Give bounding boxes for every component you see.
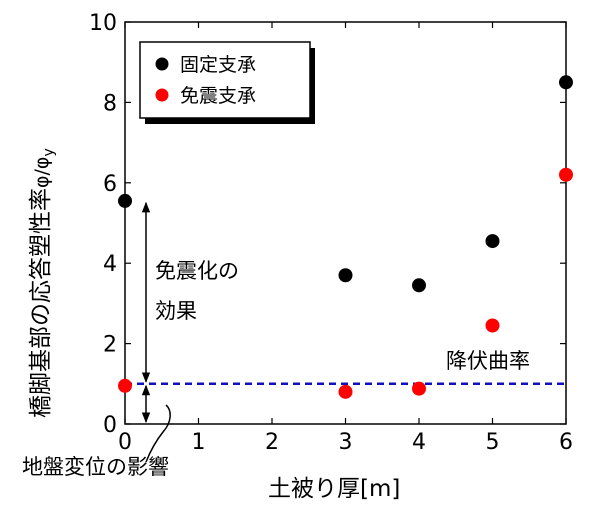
plot-area: 0 1 2 3 4 5 6 0 2 4 6 8 10 <box>89 11 573 455</box>
y-axis-label-main: 橋脚基部の応答塑性率 <box>28 188 54 418</box>
legend-marker-isolated <box>155 88 169 102</box>
legend-label-fixed: 固定支承 <box>180 54 256 76</box>
y-tick-label-2: 2 <box>103 333 117 358</box>
isolation-effect-label-line2: 効果 <box>155 299 197 323</box>
point-series1-x6 <box>559 167 573 182</box>
point-series1-x4 <box>412 381 426 396</box>
ground-displacement-leader <box>145 404 171 463</box>
legend-box <box>139 41 311 119</box>
yield-curvature-label: 降伏曲率 <box>446 349 530 373</box>
x-axis-label: 土被り厚[m] <box>268 476 400 502</box>
x-tick-label-4: 4 <box>412 430 426 455</box>
x-tick-label-2: 2 <box>265 430 279 455</box>
y-axis-label: 橋脚基部の応答塑性率φ/φy <box>28 148 57 418</box>
y-axis-label-subscript: y <box>41 148 57 156</box>
point-series0-x5 <box>485 234 500 249</box>
y-tick-label-6: 6 <box>103 172 117 197</box>
point-series1-x5 <box>485 318 500 333</box>
y-tick-label-4: 4 <box>103 252 117 277</box>
isolation-effect-label-line1: 免震化の <box>155 259 239 283</box>
point-series1-x0 <box>118 378 132 393</box>
x-tick-label-5: 5 <box>486 430 500 455</box>
y-tick-label-8: 8 <box>103 91 117 116</box>
legend-marker-fixed <box>155 57 169 71</box>
point-series0-x3 <box>338 268 353 283</box>
point-series0-x4 <box>412 278 426 293</box>
point-series0-x6 <box>559 75 573 90</box>
legend-label-isolated: 免震支承 <box>180 85 256 107</box>
x-tick-label-0: 0 <box>118 430 132 455</box>
legend: 固定支承 免震支承 <box>139 41 315 124</box>
y-axis-label-symbol: φ/φ <box>31 157 53 188</box>
y-tick-label-10: 10 <box>89 11 117 36</box>
point-series0-x0 <box>118 193 132 208</box>
x-tick-label-3: 3 <box>339 430 353 455</box>
x-tick-label-1: 1 <box>192 430 206 455</box>
x-tick-label-6: 6 <box>559 430 573 455</box>
ground-displacement-label: 地盤変位の影響 <box>22 455 169 479</box>
svg-text:橋脚基部の応答塑性率φ/φy: 橋脚基部の応答塑性率φ/φy <box>28 148 57 418</box>
y-tick-label-0: 0 <box>103 413 117 438</box>
point-series1-x3 <box>338 384 353 399</box>
